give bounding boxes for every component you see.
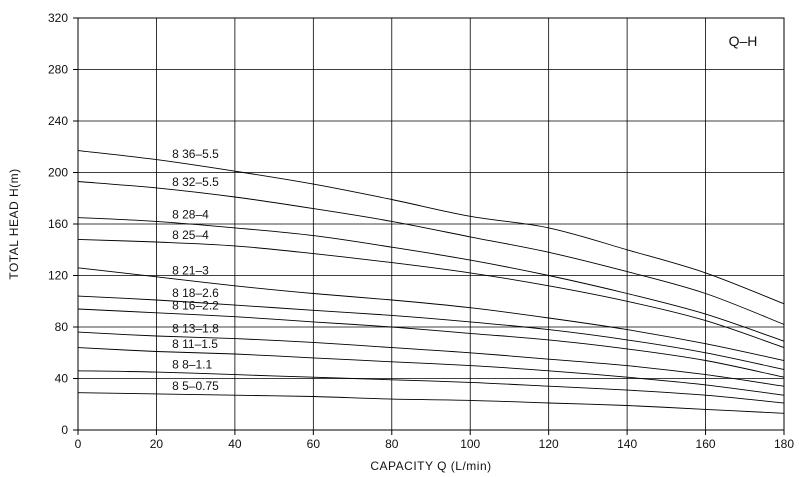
series-label: 8 5–0.75 [172,379,219,393]
series-line [77,217,785,342]
series-line [77,295,785,370]
x-tick-label: 80 [385,437,399,451]
series-label: 8 8–1.1 [172,358,212,372]
series-line [77,267,785,361]
plot-frame [77,17,785,431]
y-tick-label: 80 [55,320,69,334]
y-tick-label: 240 [48,114,68,128]
x-tick-labels: 0 20 40 60 80 100 120 140 160 180 [75,437,795,451]
x-tick-label: 120 [539,437,559,451]
x-tick-label: 60 [307,437,321,451]
y-tick-labels: 0 40 80 120 160 200 240 280 320 [48,11,68,437]
x-axis-title: CAPACITY Q (L/min) [370,459,491,473]
y-tick-label: 280 [48,63,68,77]
series-line [77,370,785,404]
x-tick-label: 0 [75,437,82,451]
series-line [77,392,785,414]
series-label: 8 36–5.5 [172,147,219,161]
series-label: 8 25–4 [172,228,209,242]
curves [77,150,785,414]
series-line [77,181,785,325]
series-line [77,331,785,387]
series-label: 8 32–5.5 [172,175,219,189]
x-tick-label: 40 [228,437,242,451]
series-label: 8 11–1.5 [172,337,218,351]
series-line [77,308,785,378]
y-tick-label: 40 [55,372,69,386]
series-line [77,150,785,305]
x-tick-label: 160 [696,437,716,451]
y-tick-label: 200 [48,166,68,180]
x-tick-label: 140 [617,437,637,451]
y-tick-label: 320 [48,11,68,25]
chart-badge: Q–H [729,33,758,49]
series-label: 8 16–2.2 [172,299,219,313]
series-line [77,347,785,396]
y-tick-label: 0 [61,423,68,437]
y-axis-title: TOTAL HEAD H(m) [7,168,21,279]
series-label: 8 28–4 [172,208,209,222]
series-label: 8 18–2.6 [172,286,219,300]
series-label: 8 13–1.8 [172,322,219,336]
curve-labels: 8 36–5.5 8 32–5.5 8 28–4 8 25–4 8 21–3 8 18–2… [172,147,219,393]
x-tick-label: 180 [774,437,794,451]
y-tick-label: 160 [48,217,68,231]
series-line [77,238,785,349]
x-tick-label: 20 [150,437,164,451]
series-label: 8 21–3 [172,264,209,278]
y-tick-label: 120 [48,269,68,283]
x-tick-label: 100 [460,437,480,451]
